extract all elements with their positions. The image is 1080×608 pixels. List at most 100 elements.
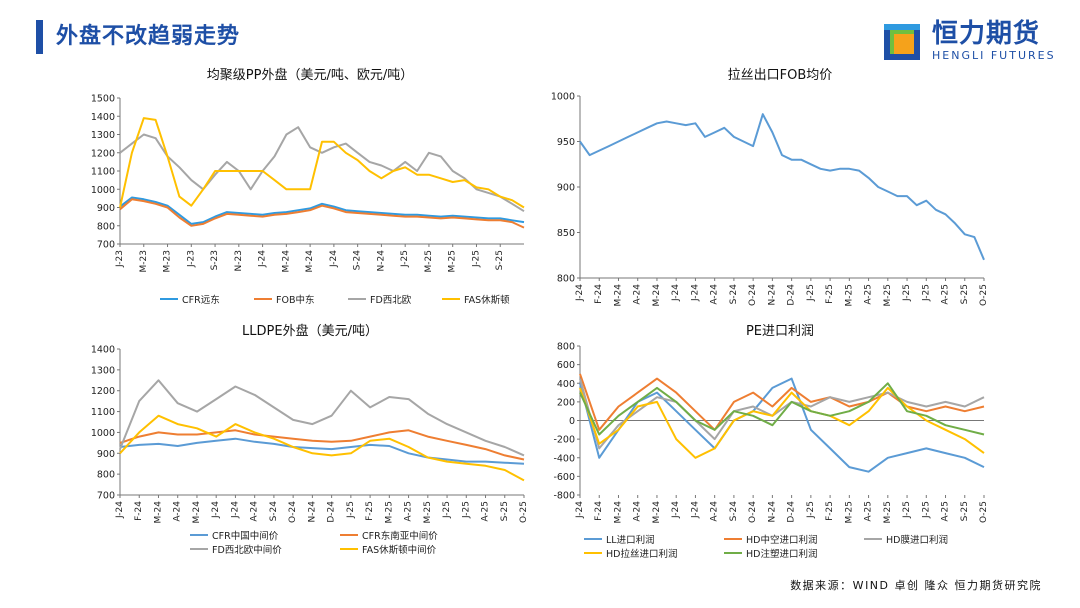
x-tick-label: F-24 (134, 501, 144, 521)
y-tick-label: 1400 (91, 112, 115, 123)
legend-item: CFR东南亚中间价 (340, 528, 490, 542)
legend-item: CFR中国中间价 (190, 528, 340, 542)
y-tick-label: 0 (569, 416, 575, 427)
x-tick-label: M-24 (305, 250, 315, 273)
y-tick-label: 1300 (91, 130, 115, 141)
y-tick-label: 1200 (91, 148, 115, 159)
x-tick-label: M-24 (192, 501, 202, 524)
y-tick-label: 1100 (91, 407, 115, 418)
x-tick-label: J-24 (671, 284, 681, 302)
x-tick-label: M-25 (384, 501, 394, 523)
series-line-3 (119, 126, 525, 213)
legend-item: HD膜进口利润 (864, 532, 1004, 546)
x-tick-label: S-24 (729, 284, 739, 305)
chart-pe-import-profit-plot: -800 -600 -400 -200 0 200 400 600 800 J-24 F-24 M-2… (553, 342, 989, 524)
x-tick-label: A-24 (710, 501, 720, 522)
legend-label: FD西北欧中间价 (212, 545, 282, 556)
logo-text: 恒力期货 (932, 19, 1041, 49)
y-tick-label: -200 (553, 435, 575, 446)
y-tick-label: 200 (557, 397, 575, 408)
series-line-4 (119, 414, 525, 482)
x-tick-label: A-24 (633, 284, 643, 305)
page-title: 外盘不改趋弱走势 (56, 24, 241, 49)
x-tick-label: J-25 (806, 284, 816, 302)
series-line-4 (119, 117, 525, 209)
x-tick-label: D-24 (787, 501, 797, 523)
x-tick-label: M-24 (652, 284, 662, 307)
x-tick-label: S-25 (495, 250, 505, 270)
x-tick-label: A-24 (633, 501, 643, 522)
x-tick-label: J-25 (442, 501, 452, 519)
y-tick-label: 600 (557, 360, 575, 371)
legend-label: CFR远东 (182, 295, 220, 306)
x-tick-label: J-23 (186, 250, 196, 268)
legend-label: LL进口利润 (606, 535, 655, 546)
data-source-note: 数据来源：WIND 卓创 隆众 恒力期货研究院 (790, 579, 1042, 592)
legend-item: FAS休斯顿中间价 (340, 542, 490, 556)
legend-item: HD注塑进口利润 (724, 546, 864, 560)
y-tick-label: 1000 (551, 92, 575, 103)
x-tick-label: M-25 (424, 250, 434, 272)
x-tick-label: M-25 (448, 250, 458, 272)
series-line-1 (119, 437, 525, 465)
x-tick-label: A-25 (941, 501, 951, 522)
chart-title: PE进口利润 (745, 324, 815, 339)
x-tick-label: O-24 (288, 501, 298, 523)
legend-swatch (340, 547, 358, 551)
legend-item: LL进口利润 (584, 532, 724, 546)
x-tick-label: M-24 (153, 501, 163, 524)
legend-label: FD西北欧 (370, 295, 412, 306)
y-tick-label: 800 (97, 470, 115, 481)
x-tick-label: A-24 (710, 284, 720, 305)
legend-label: FOB中东 (276, 295, 315, 306)
series-line-1 (579, 377, 985, 473)
legend-swatch (340, 533, 358, 537)
x-tick-label: J-24 (258, 250, 268, 268)
logo-mark-icon (884, 24, 920, 60)
x-tick-label: N-24 (376, 250, 386, 272)
chart-pp-overseas: 均聚级PP外盘（美元/吨、欧元/吨） 700 800 900 1000 1100 1200… (80, 64, 540, 314)
x-tick-label: A-25 (864, 501, 874, 522)
y-tick-label: 1100 (91, 167, 115, 178)
x-tick-label: J-25 (471, 250, 481, 268)
x-tick-label: M-25 (844, 501, 854, 523)
x-tick-label: F-24 (594, 501, 604, 521)
x-tick-label: M-23 (163, 250, 173, 272)
x-tick-label: F-25 (825, 284, 835, 304)
y-tick-label: 1200 (91, 386, 115, 397)
x-tick-label: J-25 (921, 501, 931, 519)
series-line-5 (579, 382, 985, 436)
legend-swatch (190, 547, 208, 551)
x-tick-label: D-24 (327, 501, 337, 523)
chart-pe-import-profit: PE进口利润 -800 -600 -400 -200 0 200 400 600 800 J-24… (540, 320, 1020, 560)
x-tick-label: N-23 (234, 250, 244, 271)
legend-label: HD注塑进口利润 (746, 549, 818, 560)
x-tick-label: S-24 (729, 501, 739, 522)
chart-lldpe-overseas-legend: CFR中国中间价 CFR东南亚中间价 FD西北欧中间价 FAS休斯顿中间价 (190, 528, 490, 556)
y-tick-label: 800 (557, 274, 575, 285)
legend-item: CFR远东 (160, 292, 254, 306)
x-tick-label: J-24 (575, 284, 585, 302)
x-tick-label: J-25 (400, 250, 410, 268)
x-tick-label: M-24 (281, 250, 291, 273)
x-tick-label: O-25 (979, 501, 989, 523)
chart-title: LLDPE外盘（美元/吨） (242, 324, 378, 339)
y-tick-label: 400 (557, 379, 575, 390)
chart-lldpe-overseas: LLDPE外盘（美元/吨） 700 800 900 1000 1100 1200 1300 1… (80, 320, 540, 560)
y-tick-label: 800 (557, 342, 575, 353)
legend-label: CFR中国中间价 (212, 531, 279, 542)
legend-swatch (724, 551, 742, 555)
x-tick-label: O-24 (748, 501, 758, 523)
legend-swatch (190, 533, 208, 537)
x-tick-label: N-24 (767, 501, 777, 523)
x-tick-label: J-25 (461, 501, 471, 519)
legend-swatch (724, 537, 742, 541)
x-tick-label: J-24 (671, 501, 681, 519)
x-tick-label: J-25 (902, 501, 912, 519)
x-tick-label: J-24 (690, 501, 700, 519)
legend-item: FD西北欧中间价 (190, 542, 340, 556)
x-tick-label: S-25 (960, 284, 970, 304)
legend-label: CFR东南亚中间价 (362, 531, 438, 542)
x-tick-label: S-25 (960, 501, 970, 521)
series-line-2 (119, 198, 525, 229)
